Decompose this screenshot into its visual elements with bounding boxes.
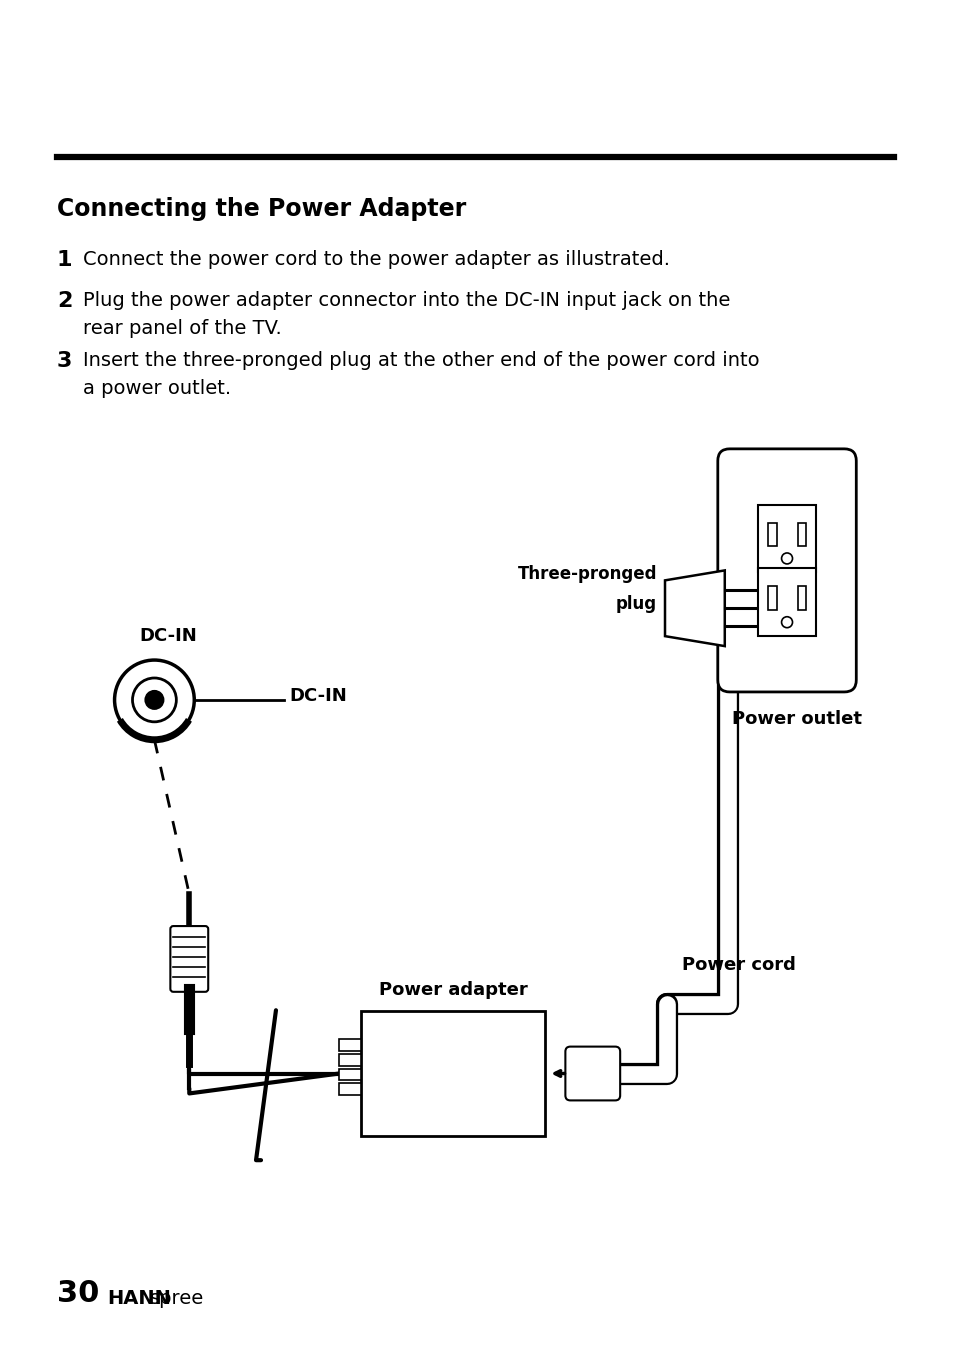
Text: a power outlet.: a power outlet. (83, 379, 231, 397)
Text: Connect the power cord to the power adapter as illustrated.: Connect the power cord to the power adap… (83, 250, 669, 269)
Bar (339, 1038, 361, 1051)
Text: 30: 30 (57, 1279, 99, 1307)
Text: spree: spree (150, 1288, 204, 1307)
Bar (767, 523, 776, 546)
Text: DC-IN: DC-IN (289, 687, 346, 704)
Polygon shape (664, 571, 724, 646)
Text: Connecting the Power Adapter: Connecting the Power Adapter (57, 197, 466, 220)
Text: HANN: HANN (108, 1288, 172, 1307)
FancyBboxPatch shape (565, 1046, 619, 1101)
Text: Plug the power adapter connector into the DC-IN input jack on the: Plug the power adapter connector into th… (83, 292, 729, 311)
Bar (339, 1083, 361, 1095)
Circle shape (145, 691, 163, 708)
Text: Power cord: Power cord (681, 956, 796, 973)
Text: 2: 2 (57, 292, 72, 311)
Circle shape (114, 660, 194, 740)
Text: plug: plug (616, 595, 657, 614)
Circle shape (132, 677, 176, 722)
Circle shape (781, 617, 792, 627)
Bar (339, 1068, 361, 1080)
Bar (758, 504, 815, 572)
Text: Insert the three-pronged plug at the other end of the power cord into: Insert the three-pronged plug at the oth… (83, 352, 759, 370)
Bar (767, 587, 776, 610)
Bar (361, 1011, 545, 1136)
FancyBboxPatch shape (171, 926, 208, 992)
Text: Power outlet: Power outlet (731, 710, 862, 727)
Circle shape (781, 553, 792, 564)
Text: rear panel of the TV.: rear panel of the TV. (83, 319, 281, 338)
Bar (758, 568, 815, 637)
Bar (797, 587, 805, 610)
Bar (797, 523, 805, 546)
Text: Power adapter: Power adapter (378, 982, 527, 999)
Text: Three-pronged: Three-pronged (517, 565, 657, 583)
Text: 3: 3 (57, 352, 72, 372)
Text: DC-IN: DC-IN (139, 627, 197, 645)
FancyBboxPatch shape (717, 449, 856, 692)
Bar (339, 1053, 361, 1065)
Text: 1: 1 (57, 250, 72, 269)
